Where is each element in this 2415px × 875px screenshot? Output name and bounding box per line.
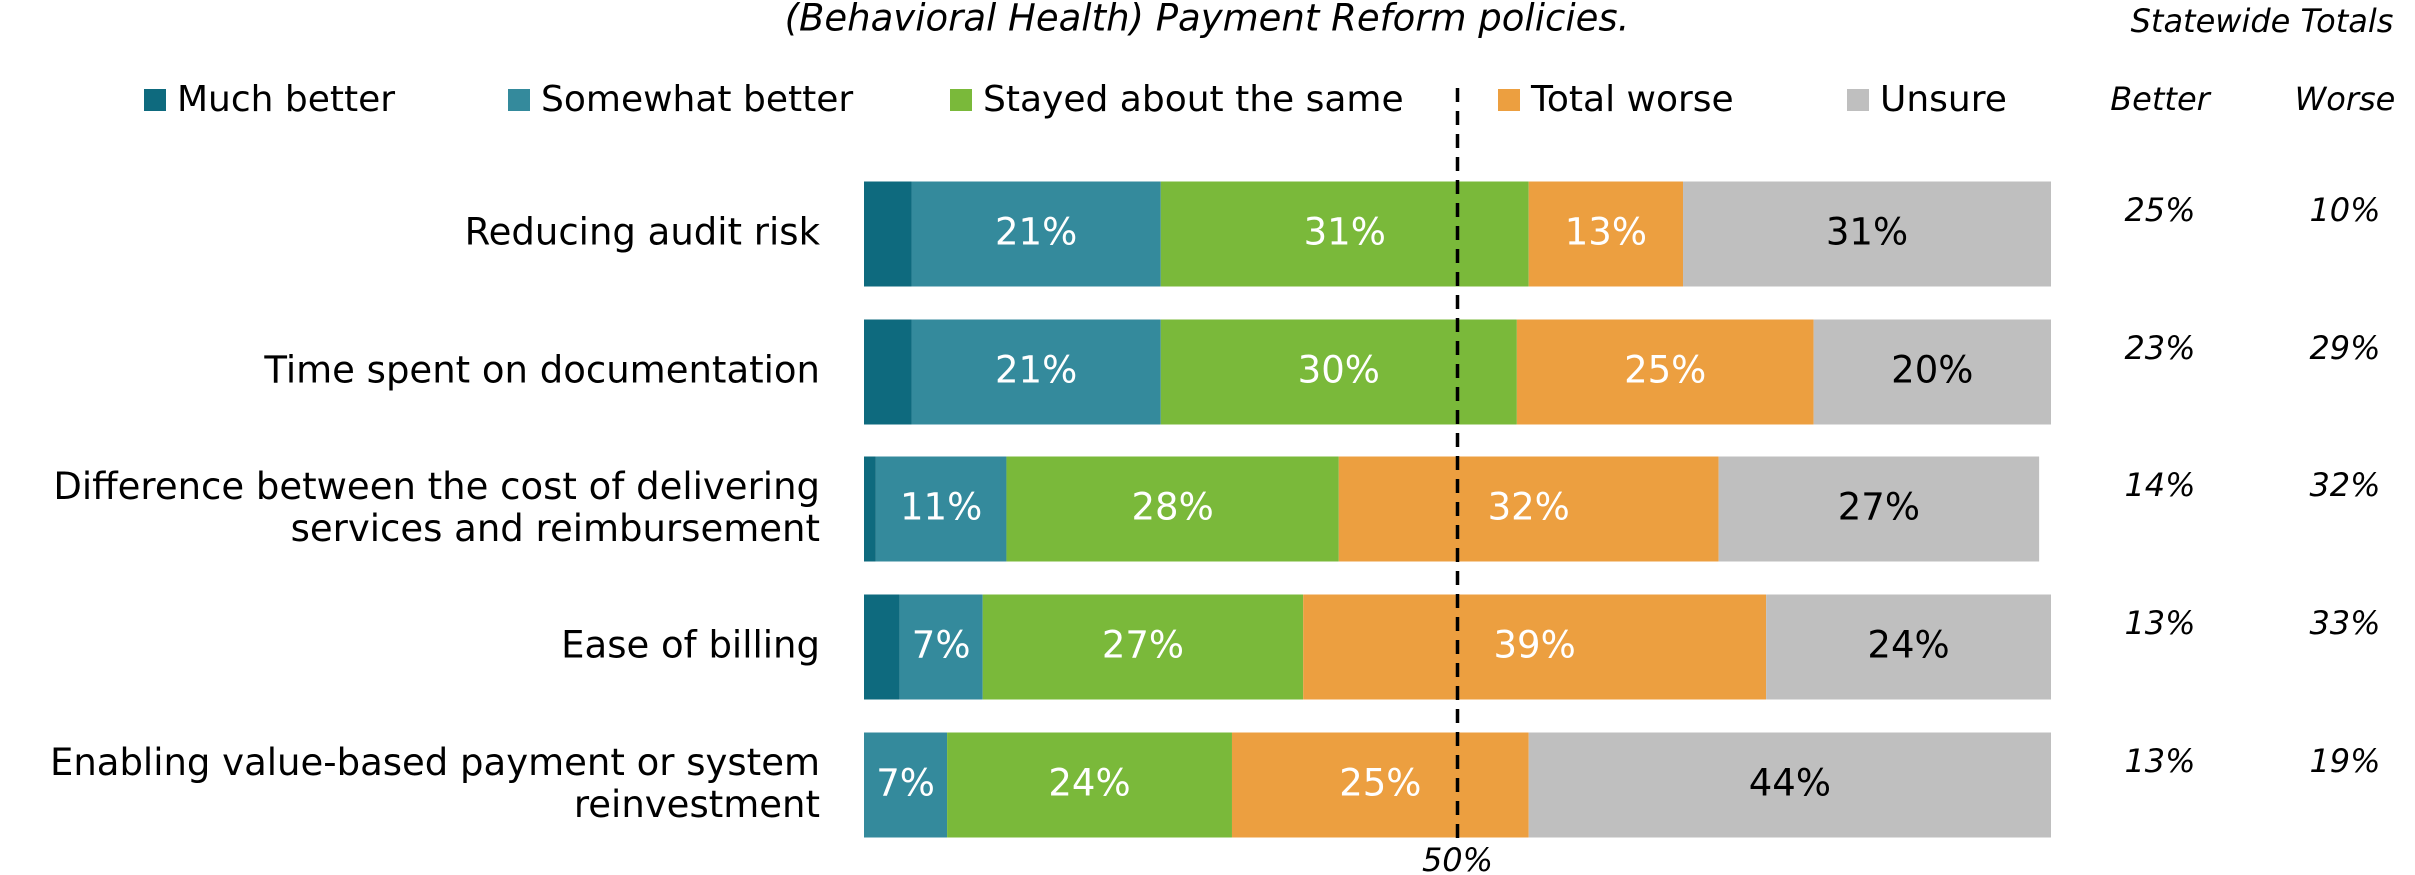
value-label: 39% <box>1494 624 1576 667</box>
legend-label: Stayed about the same <box>983 79 1404 120</box>
bar-segment <box>1303 594 1767 700</box>
bar-segment <box>1006 456 1339 562</box>
value-label: 21% <box>995 211 1077 254</box>
legend-swatch <box>508 89 530 111</box>
value-label: 28% <box>1131 486 1213 529</box>
value-label: 11% <box>900 486 982 529</box>
bar-segment <box>864 319 912 425</box>
value-label: 20% <box>1891 349 1973 392</box>
totals-value: 14% <box>2124 466 2195 504</box>
bar-segment <box>864 456 876 562</box>
legend-swatch <box>950 89 972 111</box>
value-label: 21% <box>995 349 1077 392</box>
bar-segment <box>911 181 1161 287</box>
bar-segment <box>864 594 900 700</box>
totals-header: Worse <box>2295 80 2396 118</box>
totals-header: Better <box>2110 80 2211 118</box>
legend-label: Total worse <box>1530 79 1734 120</box>
totals-value: 33% <box>2309 604 2380 642</box>
bar-segment <box>899 594 983 700</box>
totals-value: 23% <box>2124 329 2195 367</box>
value-label: 27% <box>1102 624 1184 667</box>
totals-value: 29% <box>2309 329 2380 367</box>
bar-segment <box>864 181 912 287</box>
value-label: 7% <box>912 624 971 667</box>
bar-segment <box>947 732 1232 838</box>
totals-value: 13% <box>2124 604 2195 642</box>
bar-segment <box>1231 732 1529 838</box>
totals-title: Statewide Totals <box>2131 2 2394 40</box>
value-label: 27% <box>1838 486 1920 529</box>
value-label: 13% <box>1565 211 1647 254</box>
bar-segment <box>1528 181 1684 287</box>
value-label: 31% <box>1304 211 1386 254</box>
value-label: 32% <box>1488 486 1570 529</box>
value-label: 24% <box>1867 624 1949 667</box>
legend-label: Much better <box>177 79 395 120</box>
bar-segment <box>1766 594 2051 700</box>
bar-segment <box>864 732 948 838</box>
value-label: 25% <box>1339 762 1421 805</box>
bar-segment <box>875 456 1007 562</box>
legend-swatch <box>1847 89 1869 111</box>
value-label: 44% <box>1749 762 1831 805</box>
value-label: 30% <box>1298 349 1380 392</box>
bar-segment <box>1528 732 2051 838</box>
bar-segment <box>982 594 1304 700</box>
category-label: Difference between the cost of deliverin… <box>53 465 820 550</box>
reference-label: 50% <box>1422 841 1493 875</box>
value-label: 24% <box>1048 762 1130 805</box>
bar-segment <box>1718 456 2040 562</box>
legend-swatch <box>144 89 166 111</box>
chart-title: (Behavioral Health) Payment Reform polic… <box>785 0 1630 40</box>
legend-swatch <box>1498 89 1520 111</box>
totals-value: 13% <box>2124 742 2195 780</box>
totals-value: 19% <box>2309 742 2380 780</box>
value-label: 31% <box>1826 211 1908 254</box>
bar-segment <box>1338 456 1719 562</box>
bar-segment <box>1683 181 2051 287</box>
value-label: 25% <box>1624 349 1706 392</box>
category-label: Ease of billing <box>561 624 820 667</box>
category-label: Time spent on documentation <box>263 349 820 392</box>
legend-label: Unsure <box>1880 79 2007 120</box>
bar-segment <box>1813 319 2051 425</box>
legend-label: Somewhat better <box>541 79 853 120</box>
bar-segment <box>1516 319 1814 425</box>
value-label: 7% <box>876 762 935 805</box>
totals-value: 32% <box>2309 466 2380 504</box>
category-label: Enabling value-based payment or system re… <box>50 741 820 826</box>
bar-segment <box>911 319 1161 425</box>
totals-value: 10% <box>2309 191 2380 229</box>
bar-segment <box>1160 181 1529 287</box>
category-label: Reducing audit risk <box>465 211 821 254</box>
totals-value: 25% <box>2124 191 2195 229</box>
